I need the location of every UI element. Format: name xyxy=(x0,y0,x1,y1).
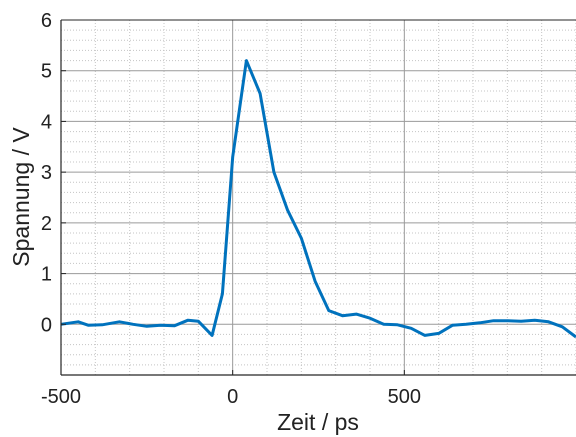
y-tick-label: 0 xyxy=(41,314,52,336)
series-line xyxy=(60,59,576,339)
x-axis-label: Zeit / ps xyxy=(277,409,359,435)
plot-background xyxy=(61,20,576,375)
x-tick-label: 0 xyxy=(227,386,238,408)
y-tick-label: 4 xyxy=(41,111,52,133)
y-tick-label: 3 xyxy=(41,162,52,184)
minor-grid xyxy=(61,20,576,375)
series-layer xyxy=(60,59,576,339)
tick-labels: -500 0 500 0 1 2 3 4 5 6 xyxy=(41,10,421,408)
y-tick-label: 5 xyxy=(41,61,52,83)
y-tick-label: 6 xyxy=(41,10,52,32)
y-axis-label: Spannung / V xyxy=(8,127,34,267)
y-tick-label: 1 xyxy=(41,264,52,286)
y-tick-label: 2 xyxy=(41,213,52,235)
axes-layer xyxy=(60,19,576,376)
x-tick-label: 500 xyxy=(388,386,421,408)
x-tick-label: -500 xyxy=(41,386,81,408)
